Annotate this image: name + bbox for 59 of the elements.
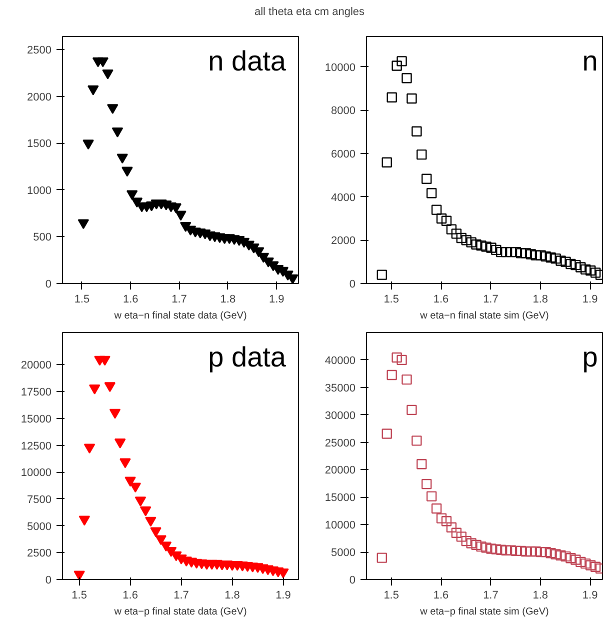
x-tick-label: 1.5 <box>384 294 399 306</box>
x-tick-label: 1.8 <box>532 590 548 602</box>
y-tick-label: 30000 <box>324 410 356 422</box>
y-tick-label: 12500 <box>20 440 52 452</box>
x-tick-label: 1.6 <box>122 590 138 602</box>
chart-title: all theta eta cm angles <box>254 5 365 20</box>
y-tick-label: 10000 <box>324 62 356 74</box>
annotation: p <box>582 342 598 373</box>
y-tick-label: 8000 <box>331 105 356 118</box>
x-tick-label: 1.5 <box>72 590 87 602</box>
y-tick-label: 1000 <box>27 184 52 197</box>
annotation: n data <box>208 46 286 77</box>
y-tick-label: 20000 <box>324 464 356 477</box>
x-tick-label: 1.6 <box>122 294 138 306</box>
x-tick-label: 1.8 <box>220 294 236 306</box>
x-tick-label: 1.7 <box>172 294 187 306</box>
y-tick-label: 10000 <box>20 467 52 480</box>
y-tick-label: 6000 <box>331 148 356 160</box>
y-tick-label: 4000 <box>331 192 356 204</box>
y-tick-label: 2500 <box>27 548 52 560</box>
x-tick-label: 1.6 <box>433 590 449 602</box>
y-tick-label: 1500 <box>27 138 52 150</box>
x-tick-label: 1.8 <box>224 590 240 602</box>
x-tick-label: 1.5 <box>384 590 399 602</box>
y-tick-label: 15000 <box>324 492 356 504</box>
y-tick-label: 15000 <box>20 413 52 426</box>
y-tick-label: 2000 <box>27 91 52 104</box>
y-tick-label: 500 <box>33 232 52 244</box>
x-axis-title: w eta−n final state sim (GeV) <box>419 310 549 322</box>
x-tick-label: 1.9 <box>582 294 598 306</box>
y-tick-label: 25000 <box>324 437 356 450</box>
y-tick-label: 35000 <box>324 382 356 394</box>
y-tick-label: 0 <box>349 278 356 290</box>
x-tick-label: 1.8 <box>532 294 548 306</box>
y-tick-label: 0 <box>45 278 52 290</box>
y-tick-label: 2000 <box>331 235 356 248</box>
y-tick-label: 7500 <box>27 494 52 506</box>
x-axis-title: w eta−n final state data (GeV) <box>113 310 247 322</box>
x-tick-label: 1.9 <box>276 590 291 602</box>
x-tick-label: 1.9 <box>268 294 284 306</box>
x-tick-label: 1.7 <box>483 294 498 306</box>
annotation: n <box>582 46 598 77</box>
y-tick-label: 10000 <box>324 520 356 532</box>
x-tick-label: 1.7 <box>483 590 498 602</box>
y-tick-label: 20000 <box>20 360 52 372</box>
y-tick-label: 0 <box>45 574 52 586</box>
y-tick-label: 2500 <box>27 44 52 57</box>
x-tick-label: 1.5 <box>74 294 90 306</box>
x-axis-title: w eta−p final state data (GeV) <box>113 606 247 618</box>
y-tick-label: 5000 <box>27 520 52 533</box>
x-tick-label: 1.6 <box>433 294 449 306</box>
y-tick-label: 40000 <box>324 354 356 367</box>
y-tick-label: 17500 <box>20 386 52 399</box>
x-tick-label: 1.7 <box>174 590 189 602</box>
y-tick-label: 5000 <box>331 547 356 560</box>
x-axis-title: w eta−p final state sim (GeV) <box>419 606 549 618</box>
x-tick-label: 1.9 <box>582 590 598 602</box>
y-tick-label: 0 <box>349 574 356 586</box>
annotation: p data <box>208 342 286 373</box>
